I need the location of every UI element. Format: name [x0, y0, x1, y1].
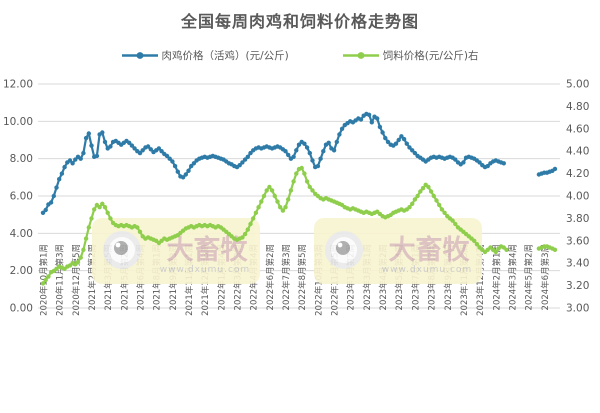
x-tick-label: 2020年12月第5周: [71, 244, 82, 316]
y-right-tick: 4.40: [566, 146, 589, 158]
feed-price-series: [40, 165, 558, 286]
watermark-bg: [314, 218, 482, 284]
y-right-tick: 3.00: [566, 303, 589, 315]
legend: 肉鸡价格（活鸡）(元/公斤) 饲料价格(元/公斤)右: [0, 48, 600, 63]
x-tick-label: 2022年8月第5周: [297, 244, 308, 310]
y-axis-right-labels: 5.00 4.80 4.60 4.40 4.20 4.00 3.80 3.60 3.40 3.20…: [566, 79, 589, 315]
watermark-brand-text: 大畜牧: [389, 234, 471, 266]
y-axis-left-labels: 12.00 10.00 8.00 6.00 4.00 2.00 0.00: [3, 79, 33, 315]
x-tick-label: 2024年3月第4周: [507, 244, 518, 310]
y-left-tick: 6.00: [10, 191, 33, 203]
y-left-tick: 2.00: [10, 265, 33, 277]
chicken-price-series: [40, 111, 558, 215]
watermark-bg: [92, 218, 260, 284]
y-right-tick: 5.00: [566, 79, 589, 91]
watermark-url-text: www.dxumu.com: [160, 265, 250, 275]
y-left-tick: 10.00: [3, 116, 33, 128]
x-tick-label: 2022年7月第3周: [281, 244, 292, 310]
chart-title: 全国每周肉鸡和饲料价格走势图: [180, 12, 419, 31]
y-right-tick: 3.80: [566, 213, 589, 225]
price-trend-plot: 12.00 10.00 8.00 6.00 4.00 2.00 0.00 5.00 4.80 4.…: [3, 79, 589, 316]
y-left-tick: 12.00: [3, 79, 33, 91]
legend-label-feed-price: 饲料价格(元/公斤)右: [382, 50, 479, 62]
legend-marker-chicken-icon: [121, 52, 158, 59]
x-tick-label: 2024年6月第3周: [540, 244, 551, 310]
x-tick-label: 2021年2月第2周: [87, 244, 98, 310]
y-right-tick: 4.20: [566, 168, 589, 180]
y-left-tick: 4.00: [10, 228, 33, 240]
y-right-tick: 4.80: [566, 101, 589, 113]
y-right-tick: 3.40: [566, 258, 589, 270]
legend-label-chicken-price: 肉鸡价格（活鸡）(元/公斤): [161, 50, 289, 62]
y-left-tick: 0.00: [10, 303, 33, 315]
y-right-tick: 3.20: [566, 280, 589, 292]
y-right-tick: 4.60: [566, 123, 589, 135]
y-left-tick: 8.00: [10, 153, 33, 165]
x-tick-label: 2020年11月第3周: [55, 244, 66, 316]
watermark-url-text: www.dxumu.com: [382, 265, 472, 275]
x-tick-label: 2024年2月第1周: [491, 244, 502, 310]
legend-item-chicken-price: 肉鸡价格（活鸡）(元/公斤): [121, 48, 289, 63]
y-right-tick: 3.60: [566, 235, 589, 247]
x-tick-label: 2023年12月第4周: [475, 244, 486, 316]
y-right-tick: 4.00: [566, 191, 589, 203]
x-tick-label: 2024年5月第2周: [524, 244, 535, 310]
x-tick-label: 2022年6月第2周: [265, 244, 276, 310]
legend-marker-feed-icon: [342, 52, 379, 59]
legend-item-feed-price: 饲料价格(元/公斤)右: [342, 48, 479, 63]
